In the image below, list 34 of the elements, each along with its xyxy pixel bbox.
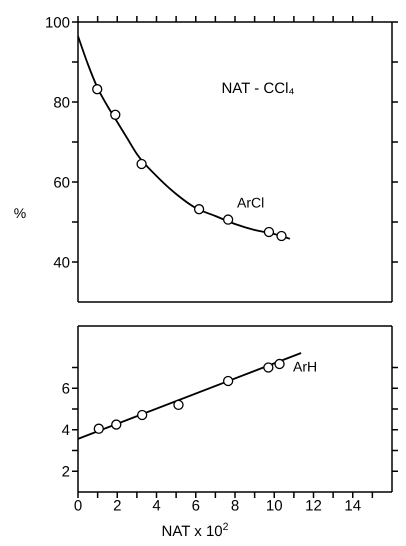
point xyxy=(110,110,120,120)
x-axis-title: NAT x 10$^{2}$ xyxy=(162,521,229,540)
point xyxy=(194,204,204,214)
y-tick-label: 6 xyxy=(62,380,70,398)
x-tick-label: 12 xyxy=(305,498,322,515)
point xyxy=(111,419,122,430)
y-tick-label: 100 xyxy=(44,14,70,32)
point xyxy=(264,226,274,238)
series-label: ArCl xyxy=(237,194,264,210)
point xyxy=(137,410,148,420)
y-tick-label: 60 xyxy=(53,174,70,192)
x-tick-label: 10 xyxy=(266,498,283,515)
y-tick-label: 40 xyxy=(53,254,70,272)
y-tick-label: 4 xyxy=(62,422,70,440)
y-tick-label: 80 xyxy=(53,94,70,112)
y-tick-label: 2 xyxy=(62,464,70,481)
x-tick-label: 8 xyxy=(230,498,240,515)
point xyxy=(263,362,274,373)
point xyxy=(94,424,104,434)
point xyxy=(222,376,234,386)
x-tick-label: 4 xyxy=(152,498,161,515)
point xyxy=(136,158,147,170)
point xyxy=(274,358,285,370)
x-tick-label: 6 xyxy=(192,498,200,515)
y-axis-title: % xyxy=(14,205,26,221)
point xyxy=(92,84,102,94)
x-tick-label: 2 xyxy=(113,498,122,515)
x-tick-label: 14 xyxy=(344,498,362,515)
series-label: ArH xyxy=(293,358,318,374)
annotation: NAT - CCl₄ xyxy=(221,80,295,97)
point xyxy=(276,230,287,242)
point xyxy=(222,214,234,225)
point xyxy=(173,400,184,410)
x-tick-label: 0 xyxy=(74,498,82,515)
